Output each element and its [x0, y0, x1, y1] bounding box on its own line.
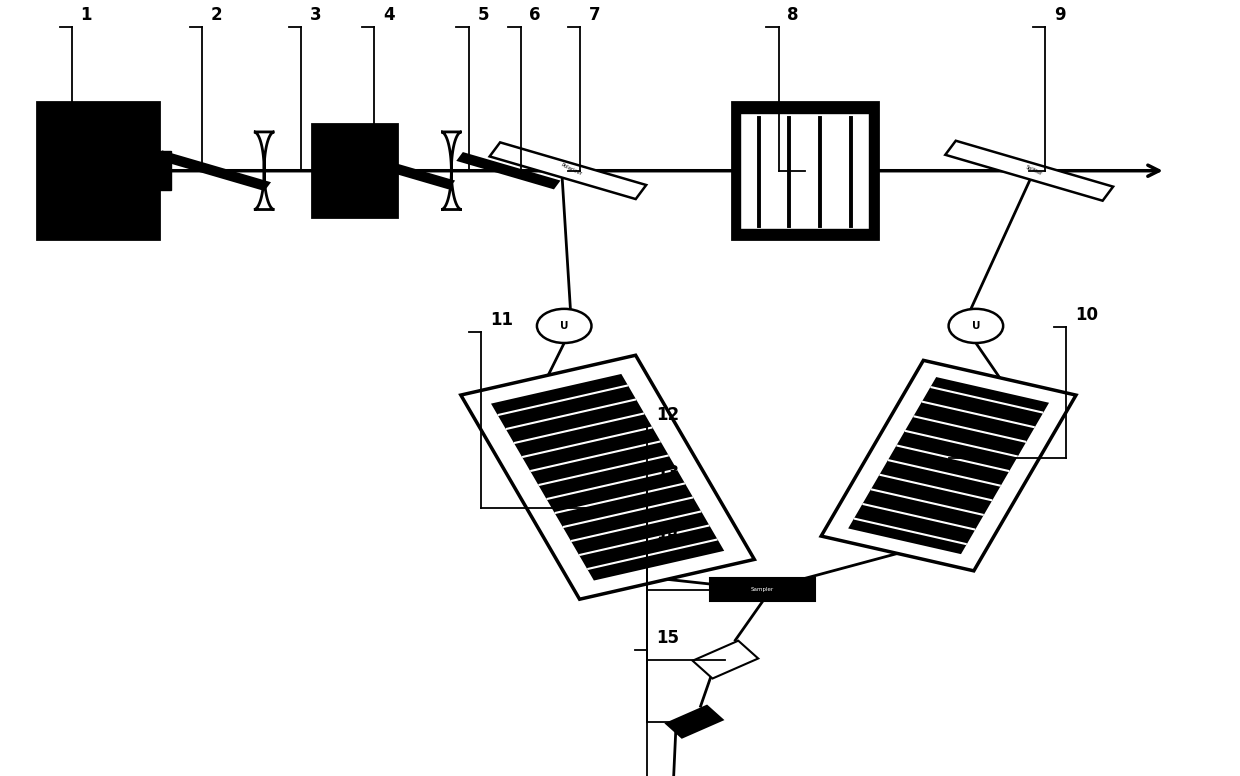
- FancyBboxPatch shape: [732, 102, 878, 239]
- Text: Splitter: Splitter: [1025, 165, 1043, 177]
- Text: 14: 14: [656, 525, 680, 543]
- Text: 11: 11: [490, 311, 513, 329]
- Text: 8: 8: [787, 6, 799, 24]
- Circle shape: [537, 309, 591, 343]
- Text: 15: 15: [656, 629, 680, 647]
- Polygon shape: [492, 375, 723, 580]
- Text: 6: 6: [529, 6, 541, 24]
- FancyBboxPatch shape: [740, 113, 869, 229]
- Text: U: U: [972, 321, 980, 331]
- Circle shape: [949, 309, 1003, 343]
- Polygon shape: [461, 355, 754, 599]
- Text: 9: 9: [1054, 6, 1065, 24]
- Text: 2: 2: [211, 6, 222, 24]
- Polygon shape: [666, 706, 723, 737]
- Text: 7: 7: [589, 6, 600, 24]
- FancyBboxPatch shape: [709, 578, 816, 601]
- Text: 12: 12: [656, 406, 680, 424]
- Polygon shape: [254, 132, 274, 210]
- Text: U: U: [560, 321, 568, 331]
- Text: Sampler: Sampler: [751, 587, 774, 592]
- Text: 4: 4: [383, 6, 394, 24]
- Text: 10: 10: [1075, 307, 1099, 324]
- Text: 13: 13: [656, 464, 680, 482]
- Polygon shape: [157, 151, 269, 190]
- FancyBboxPatch shape: [159, 151, 171, 190]
- Text: Polarizer: Polarizer: [560, 162, 583, 176]
- Polygon shape: [945, 140, 1114, 201]
- Polygon shape: [441, 132, 461, 210]
- Polygon shape: [458, 154, 559, 188]
- Polygon shape: [849, 378, 1048, 553]
- Polygon shape: [352, 154, 454, 188]
- Polygon shape: [490, 142, 646, 199]
- Polygon shape: [821, 360, 1076, 571]
- Text: 1: 1: [81, 6, 92, 24]
- Text: 3: 3: [310, 6, 321, 24]
- Polygon shape: [693, 641, 758, 678]
- Text: 5: 5: [477, 6, 489, 24]
- FancyBboxPatch shape: [312, 124, 397, 217]
- FancyBboxPatch shape: [37, 102, 159, 239]
